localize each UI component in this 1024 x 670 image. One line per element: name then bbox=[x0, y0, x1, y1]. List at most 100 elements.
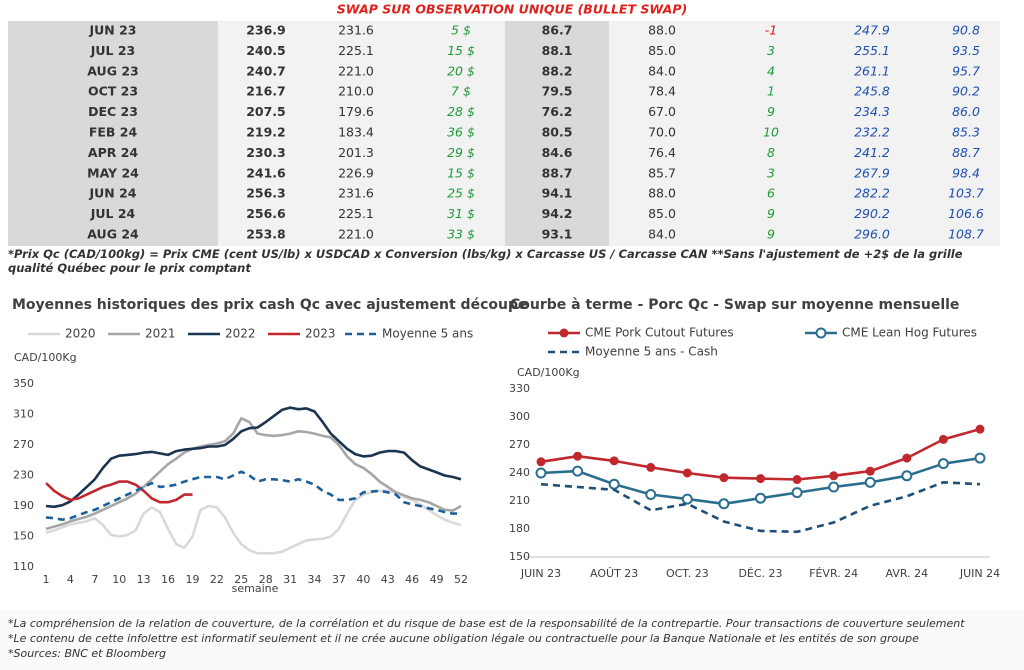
table-cell: 84.0 bbox=[648, 63, 676, 78]
series-marker bbox=[681, 493, 693, 505]
chart-title: Courbe à terme - Porc Qc - Swap sur moye… bbox=[510, 297, 959, 313]
legend-label: 2020 bbox=[65, 327, 96, 341]
x-tick-label: 37 bbox=[332, 573, 346, 586]
legend-label: CME Pork Cutout Futures bbox=[585, 326, 734, 340]
series-marker bbox=[902, 453, 912, 463]
table-cell: 1 bbox=[767, 84, 775, 99]
x-tick-label: AOÛT 23 bbox=[590, 567, 638, 580]
table-cell: 230.3 bbox=[246, 145, 286, 160]
series-marker bbox=[536, 457, 546, 467]
x-tick-label: AVR. 24 bbox=[886, 567, 929, 580]
legend-label: 2022 bbox=[225, 327, 256, 341]
x-tick-label: 34 bbox=[308, 573, 322, 586]
table-cell: 226.9 bbox=[338, 165, 374, 180]
x-tick-label: 7 bbox=[91, 573, 98, 586]
y-tick-label: 270 bbox=[13, 438, 34, 451]
series-line bbox=[540, 481, 981, 534]
table-cell: 33 $ bbox=[447, 227, 475, 242]
table-cell: 108.7 bbox=[948, 227, 984, 242]
x-tick-label: 40 bbox=[356, 573, 370, 586]
series-marker bbox=[535, 467, 547, 479]
table-cell: 95.7 bbox=[952, 63, 980, 78]
y-tick-label: 230 bbox=[13, 469, 34, 482]
series-marker bbox=[608, 478, 620, 490]
series-marker bbox=[938, 434, 948, 444]
x-tick-label: JUIN 23 bbox=[520, 567, 561, 580]
table-cell: 290.2 bbox=[854, 206, 890, 221]
table-cell: 4 bbox=[767, 63, 775, 78]
table-cell: 20 $ bbox=[447, 63, 475, 78]
table-cell: 93.1 bbox=[542, 227, 573, 242]
series-marker bbox=[828, 481, 840, 493]
y-tick-label: 190 bbox=[13, 499, 34, 512]
series-marker bbox=[645, 488, 657, 500]
y-tick-label: 330 bbox=[509, 382, 530, 395]
x-tick-label: 43 bbox=[381, 573, 395, 586]
table-cell: 10 bbox=[763, 125, 779, 140]
table-cell: 94.1 bbox=[542, 186, 573, 201]
series-marker bbox=[572, 465, 584, 477]
table-cell: 15 $ bbox=[447, 43, 475, 58]
table-cell: 240.7 bbox=[246, 63, 286, 78]
table-cell: 231.6 bbox=[338, 23, 374, 38]
x-tick-label: 49 bbox=[430, 573, 444, 586]
table-cell: AUG 23 bbox=[87, 63, 138, 78]
y-tick-label: 150 bbox=[13, 530, 34, 543]
series-marker bbox=[646, 462, 656, 472]
table-cell: OCT 23 bbox=[88, 84, 138, 99]
table-cell: 85.3 bbox=[952, 125, 980, 140]
table-cell: JUN 24 bbox=[88, 186, 136, 201]
x-tick-label: 52 bbox=[454, 573, 468, 586]
table-cell: 90.2 bbox=[952, 84, 980, 99]
x-tick-label: 4 bbox=[67, 573, 74, 586]
table-cell: 225.1 bbox=[338, 43, 374, 58]
series-marker bbox=[755, 492, 766, 504]
table-cell: 201.3 bbox=[338, 145, 374, 160]
table-cell: 98.4 bbox=[952, 165, 980, 180]
table-cell: 88.0 bbox=[648, 23, 676, 38]
legend-label: Moyenne 5 ans - Cash bbox=[585, 345, 718, 359]
table-cell: 219.2 bbox=[246, 125, 286, 140]
table-cell: 7 $ bbox=[451, 84, 471, 99]
table-cell: 80.5 bbox=[542, 125, 573, 140]
series-marker bbox=[719, 473, 729, 483]
table-cell: 76.2 bbox=[542, 104, 573, 119]
series-marker bbox=[682, 468, 692, 478]
table-col-bg bbox=[8, 21, 218, 246]
table-cell: 86.7 bbox=[542, 23, 573, 38]
y-tick-label: 300 bbox=[509, 410, 530, 423]
table-cell: 282.2 bbox=[854, 186, 890, 201]
table-cell: 84.0 bbox=[648, 227, 676, 242]
table-cell: 88.7 bbox=[952, 145, 980, 160]
table-cell: 253.8 bbox=[246, 227, 286, 242]
table-cell: 67.0 bbox=[648, 104, 676, 119]
table-note: *Prix Qc (CAD/100kg) = Prix CME (cent US… bbox=[8, 247, 963, 275]
table-cell: 31 $ bbox=[447, 206, 475, 221]
table-cell: 5 $ bbox=[451, 23, 471, 38]
y-tick-label: 210 bbox=[509, 494, 530, 507]
table-cell: 25 $ bbox=[447, 186, 475, 201]
table-cell: 9 bbox=[767, 206, 775, 221]
series-marker bbox=[718, 498, 730, 510]
table-cell: 240.5 bbox=[246, 43, 286, 58]
x-tick-label: 46 bbox=[405, 573, 419, 586]
table-cell: 3 bbox=[767, 43, 775, 58]
table-cell: 93.5 bbox=[952, 43, 980, 58]
series-marker bbox=[756, 474, 765, 484]
table-cell: JUL 23 bbox=[90, 43, 136, 58]
legend-label: CME Lean Hog Futures bbox=[842, 326, 977, 340]
x-tick-label: 13 bbox=[137, 573, 151, 586]
x-axis-label: semaine bbox=[232, 582, 279, 595]
table-cell: MAY 24 bbox=[87, 165, 139, 180]
y-axis-label: CAD/100Kg bbox=[14, 351, 77, 364]
legend-label: Moyenne 5 ans bbox=[382, 327, 473, 341]
table-cell: FEB 24 bbox=[89, 125, 138, 140]
table-cell: 8 bbox=[767, 145, 775, 160]
table-cell: 79.5 bbox=[542, 84, 573, 99]
series-line bbox=[45, 406, 462, 509]
legend-label: 2021 bbox=[145, 327, 176, 341]
x-tick-label: DÉC. 23 bbox=[738, 567, 782, 580]
table-cell: AUG 24 bbox=[87, 227, 139, 242]
table-cell: 241.2 bbox=[854, 145, 890, 160]
